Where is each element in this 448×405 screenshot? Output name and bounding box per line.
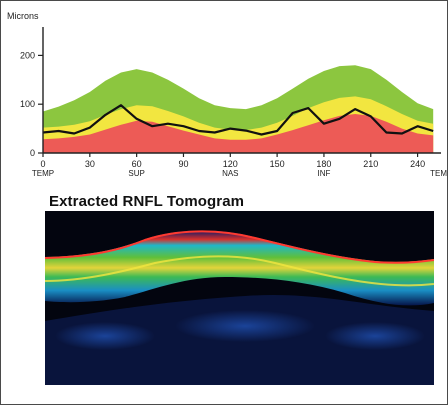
x-tick-label: 120: [223, 159, 238, 169]
tomogram-rnfl-line: [45, 230, 434, 264]
x-region-label: INF: [317, 169, 330, 178]
tomogram-title: Extracted RNFL Tomogram: [49, 193, 245, 210]
y-tick-label: 200: [20, 50, 35, 60]
x-region-label: TEM: [430, 169, 447, 178]
y-tick-label: 100: [20, 99, 35, 109]
tomogram-speckle-3: [325, 322, 425, 350]
x-tick-label: 210: [363, 159, 378, 169]
x-region-label: SUP: [128, 169, 144, 178]
rnfl-tomogram-image: [45, 211, 434, 385]
tomogram-mid-line: [45, 255, 434, 287]
abnormal-range-area: [43, 114, 434, 153]
tomogram-speckle-1: [55, 322, 155, 350]
x-tick-label: 60: [132, 159, 142, 169]
x-tick-label: 240: [410, 159, 425, 169]
x-tick-label: 90: [178, 159, 188, 169]
tomogram-retina-band: [45, 230, 434, 306]
y-tick-label: 0: [30, 148, 35, 158]
x-region-label: TEMP: [32, 169, 54, 178]
measured-thickness-line: [42, 104, 434, 136]
x-tick-label: 180: [316, 159, 331, 169]
tomogram-speckle-2: [175, 310, 315, 342]
x-tick-label: 0: [40, 159, 45, 169]
x-tick-label: 30: [85, 159, 95, 169]
y-axis-title: Microns: [7, 11, 39, 21]
x-tick-label: 150: [270, 159, 285, 169]
x-region-label: NAS: [222, 169, 238, 178]
